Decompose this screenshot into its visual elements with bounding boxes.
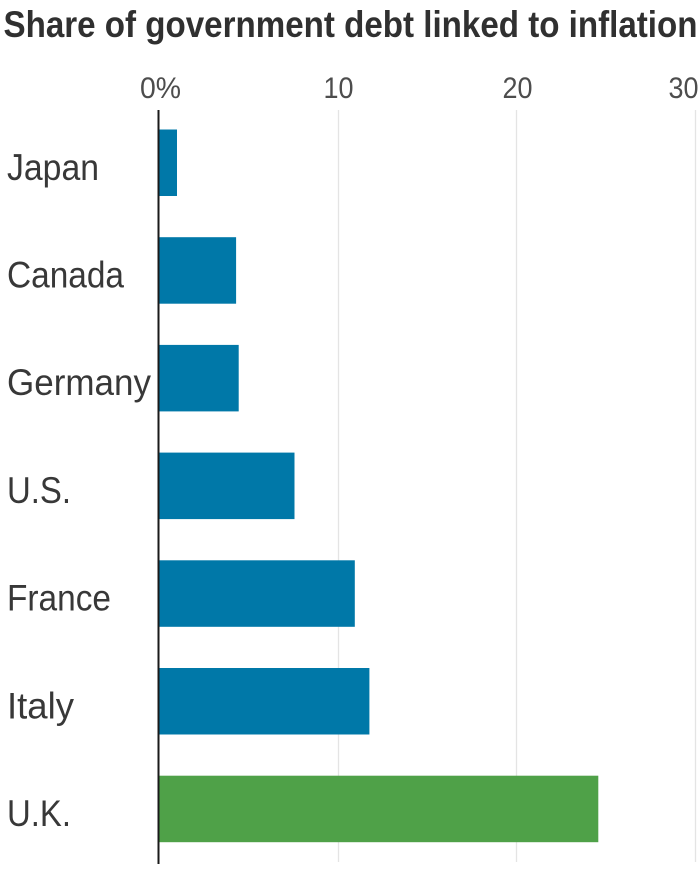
svg-text:Share of government debt linke: Share of government debt linked to infla…	[4, 4, 698, 45]
svg-text:France: France	[7, 578, 111, 619]
svg-text:20: 20	[503, 72, 533, 105]
svg-text:U.S.: U.S.	[7, 470, 71, 511]
svg-text:Japan: Japan	[7, 147, 99, 188]
svg-text:Germany: Germany	[7, 362, 151, 403]
svg-text:Italy: Italy	[7, 685, 74, 726]
svg-text:U.K.: U.K.	[7, 793, 71, 834]
svg-text:10: 10	[324, 72, 354, 105]
svg-text:30: 30	[669, 72, 699, 105]
svg-text:0%: 0%	[140, 72, 181, 105]
svg-text:Canada: Canada	[7, 255, 124, 296]
